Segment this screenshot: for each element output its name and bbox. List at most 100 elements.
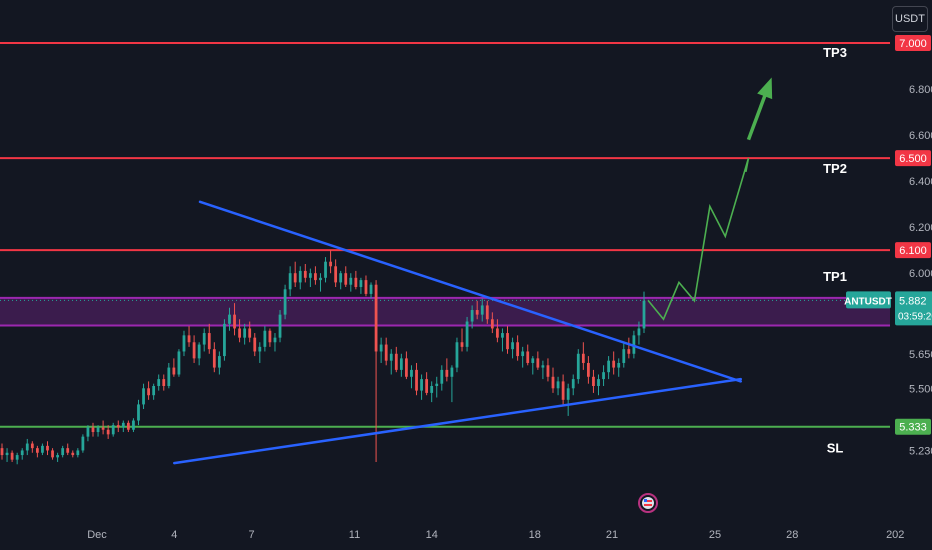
- level-label-sl: SL: [827, 441, 844, 456]
- time-tick-label: 7: [248, 529, 254, 541]
- candle-body: [511, 342, 514, 350]
- candle-body: [30, 443, 34, 449]
- candle-body: [480, 305, 484, 315]
- event-flag-icon[interactable]: [638, 493, 658, 513]
- candle-body: [233, 314, 236, 329]
- candle-body: [576, 353, 580, 380]
- time-axis[interactable]: Dec 4 7 11 14 18 21 25 28 202: [87, 529, 904, 541]
- candle-body: [450, 367, 454, 377]
- arrow-up-icon[interactable]: [757, 77, 773, 100]
- candle-body: [116, 425, 120, 428]
- candle-body: [51, 450, 54, 458]
- candle-body: [541, 365, 545, 368]
- projection-zigzag[interactable]: [647, 157, 750, 321]
- candle-body: [364, 280, 368, 294]
- candle-body: [369, 284, 373, 294]
- candle-body: [384, 344, 388, 361]
- candle-body: [81, 436, 85, 451]
- time-tick-label: Dec: [87, 529, 107, 541]
- currency-button[interactable]: USDT: [892, 6, 928, 32]
- candle-body: [238, 328, 241, 338]
- candle-body: [228, 314, 231, 324]
- candle-body: [212, 349, 216, 368]
- price-badge-label: 6.500: [899, 153, 927, 165]
- candle-body: [217, 356, 221, 368]
- candle-body: [602, 372, 605, 380]
- time-tick-label: 28: [786, 529, 798, 541]
- candle-body: [253, 337, 257, 352]
- candle-body: [642, 300, 646, 329]
- candle-body: [490, 319, 494, 329]
- candle-body: [566, 388, 570, 400]
- candle-body: [379, 344, 383, 352]
- candle-body: [96, 427, 100, 433]
- candles: [0, 250, 646, 465]
- price-tick-label: 5.230: [909, 445, 932, 457]
- candle-body: [556, 381, 560, 389]
- candle-body: [405, 358, 408, 377]
- candle-body: [627, 349, 631, 354]
- candle-body: [632, 335, 636, 354]
- time-tick-label: 202: [886, 529, 904, 541]
- candle-body: [637, 328, 641, 336]
- candle-body: [15, 455, 19, 460]
- candle-body: [91, 427, 95, 433]
- price-tick-label: 6.000: [909, 268, 932, 280]
- price-badge-label: 6.100: [899, 245, 927, 257]
- candle-body: [622, 349, 626, 363]
- candle-body: [329, 261, 332, 267]
- price-badges: 7.000 6.500 6.100 5.333 ANTUSDT 5.882 03:59:20: [844, 35, 932, 435]
- triangle-trendlines[interactable]: [173, 200, 742, 465]
- candle-body: [35, 448, 39, 453]
- candle-body: [157, 379, 161, 386]
- candle-body: [339, 273, 343, 283]
- candle-body: [106, 429, 110, 435]
- level-labels: TP3 TP2 TP1 SL: [823, 45, 847, 456]
- candle-body: [258, 346, 262, 352]
- candle-body: [440, 369, 444, 384]
- candle-body: [617, 362, 621, 368]
- candle-body: [147, 388, 150, 396]
- candle-body: [132, 420, 135, 430]
- candle-body: [571, 379, 575, 389]
- candle-body: [425, 379, 429, 393]
- candle-body: [389, 353, 393, 361]
- candle-body: [56, 455, 59, 458]
- candle-body: [197, 344, 201, 359]
- consolidation-zone: [0, 296, 890, 327]
- candle-body: [465, 321, 469, 347]
- candle-body: [349, 277, 353, 285]
- candle-body: [587, 362, 590, 377]
- price-badge-label: 5.333: [899, 422, 927, 434]
- candle-body: [531, 358, 535, 363]
- candle-body: [268, 330, 272, 343]
- candle-body: [521, 351, 525, 357]
- candle-body: [354, 277, 358, 288]
- price-badge: [895, 35, 931, 51]
- trendline-lower[interactable]: [173, 377, 742, 465]
- candle-body: [61, 448, 65, 456]
- candle-body: [334, 266, 338, 283]
- candle-body: [516, 342, 520, 357]
- candle-body: [10, 452, 14, 460]
- candle-body: [410, 369, 413, 377]
- time-tick-label: 11: [349, 529, 360, 541]
- candle-body: [142, 388, 145, 405]
- candle-body: [126, 422, 130, 430]
- candle-body: [5, 452, 9, 456]
- time-tick-label: 18: [529, 529, 541, 541]
- price-tick-label: 5.650: [909, 349, 932, 361]
- candle-body: [111, 425, 115, 435]
- candle-body: [101, 427, 105, 430]
- countdown-label: 03:59:20: [898, 311, 932, 322]
- trendline-upper[interactable]: [198, 200, 742, 383]
- candle-body: [420, 379, 423, 391]
- price-axis[interactable]: 6.800 6.600 6.400 6.200 6.000 5.650 5.500 5.230: [909, 84, 932, 457]
- projection-path[interactable]: [647, 77, 773, 321]
- candle-body: [162, 379, 166, 386]
- level-label-tp2: TP2: [823, 161, 847, 176]
- candle-body: [314, 273, 317, 281]
- candle-body: [430, 385, 434, 393]
